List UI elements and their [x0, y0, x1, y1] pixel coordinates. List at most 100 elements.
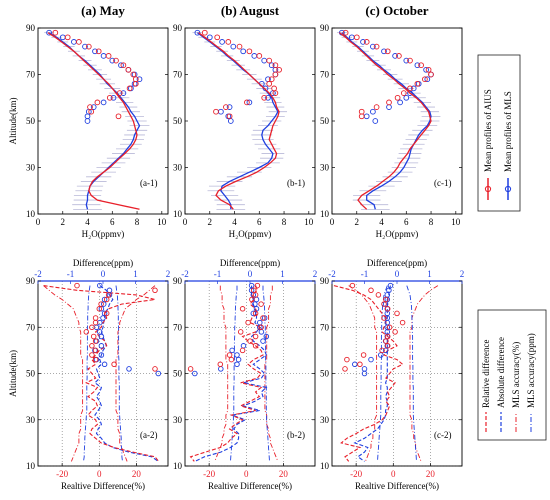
legend-rel-label: Relative difference — [481, 339, 491, 408]
absolute-difference-point — [248, 287, 255, 294]
series-aius-point — [225, 39, 232, 45]
absolute-difference-point — [155, 370, 162, 377]
series-mls-line — [197, 32, 279, 210]
series-mls-point — [71, 39, 77, 45]
relative-difference-point — [187, 366, 194, 372]
series-aius-point — [246, 48, 253, 55]
series-absolute-difference — [353, 285, 392, 462]
series-aius-point — [268, 76, 275, 83]
y-tick-label: 70 — [26, 322, 36, 332]
series-aius-point — [64, 34, 71, 41]
panel-c-1: 10 30 50 70 90 0 2 4 6 8 10 (c) October H₂O(ppmv) (c-… — [320, 3, 463, 239]
relative-difference-point — [344, 356, 350, 363]
series-aius-point — [373, 104, 380, 110]
x-tick-label: -20 — [56, 469, 68, 479]
series-aius-point — [422, 76, 428, 83]
series-mls-line — [341, 32, 432, 210]
series-aius-point — [116, 90, 123, 96]
absolute-difference-point — [253, 296, 260, 303]
series-aius-point — [386, 99, 392, 106]
series-aius-point — [126, 85, 133, 92]
series-aius-point — [115, 113, 122, 120]
absolute-difference-point — [98, 333, 105, 340]
series-aius-point — [94, 99, 101, 106]
absolute-difference-point — [229, 347, 235, 354]
panel-b-2: 10 30 50 70 90 -20 0 20 -2 -1 0 1 2 Realtive Differen… — [173, 258, 317, 491]
series-aius-point — [396, 53, 402, 59]
series-relative-difference — [189, 285, 264, 462]
relative-difference-point — [92, 356, 99, 363]
relative-difference-point — [89, 352, 95, 358]
relative-difference-point — [103, 296, 110, 303]
relative-difference-point — [386, 324, 393, 331]
relative-difference-point — [383, 338, 389, 344]
x-tick-label: 0 — [183, 217, 188, 227]
absolute-difference-point — [101, 310, 108, 317]
series-aius-point — [106, 94, 113, 101]
y-tick-label: 50 — [320, 369, 330, 379]
relative-difference-point — [89, 343, 95, 349]
x-tick-label: 10 — [304, 217, 314, 227]
x-tick-label: 20 — [279, 469, 289, 479]
series-mls-point — [423, 66, 429, 73]
series-mls-point — [90, 104, 97, 110]
x-tick-label: 10 — [451, 217, 461, 227]
x2-tick-label: -1 — [67, 269, 75, 279]
x2-axis-label: Difference(ppm) — [367, 258, 427, 268]
x2-tick-label: -2 — [328, 269, 336, 279]
series-mls-accuracy-pct-left — [214, 285, 229, 462]
series-mls-line — [48, 32, 141, 210]
x-axis-label: Realtive Difference(%) — [61, 481, 145, 491]
absolute-difference-point — [368, 356, 374, 363]
x-tick-label: 2 — [61, 217, 66, 227]
panel-id-label: (b-2) — [287, 430, 305, 440]
series-aius-point — [256, 53, 263, 59]
y-tick-label: 50 — [26, 116, 36, 126]
y-tick-label: 30 — [173, 163, 183, 173]
absolute-difference-point — [97, 329, 103, 335]
relative-difference-point — [252, 292, 259, 298]
series-mls-accuracy-ppm-left — [377, 285, 388, 462]
series-aius-point — [407, 85, 413, 92]
series-mls-point — [84, 118, 91, 124]
absolute-difference-point — [361, 370, 368, 377]
x-tick-label: 2 — [355, 217, 360, 227]
series-aius-point — [52, 29, 59, 36]
y-tick-label: 70 — [26, 70, 36, 80]
series-aius-point — [130, 71, 137, 78]
series-aius-point — [76, 39, 82, 45]
x-tick-label: -20 — [203, 469, 215, 479]
x-tick-label: 10 — [157, 217, 167, 227]
relative-difference-point — [228, 356, 235, 363]
absolute-difference-point — [192, 370, 198, 377]
series-aius-point — [353, 34, 360, 41]
relative-difference-point — [252, 310, 259, 317]
series-aius-line — [198, 32, 280, 210]
x-tick-label: 20 — [132, 469, 142, 479]
relative-difference-point — [384, 333, 391, 340]
series-mls-point — [46, 29, 52, 36]
absolute-difference-point — [235, 356, 242, 363]
series-mls-point — [240, 48, 247, 55]
relative-difference-point — [384, 306, 391, 312]
x2-tick-label: 2 — [313, 269, 318, 279]
series-aius-point — [244, 99, 250, 106]
series-aius-point — [266, 57, 273, 64]
series-mls-point — [136, 76, 143, 83]
absolute-difference-point — [98, 343, 105, 349]
series-mls-point — [363, 113, 370, 120]
series-aius-point — [125, 66, 132, 73]
absolute-difference-point — [263, 333, 270, 340]
legend-top: Mean profiles of AIUS Mean profiles of M… — [477, 54, 521, 212]
series-aius-line — [339, 32, 432, 210]
relative-difference-point — [360, 352, 367, 358]
relative-difference-point — [152, 366, 158, 372]
series-aius-point — [113, 57, 119, 64]
series-mls-point — [414, 62, 421, 69]
x-axis-label: H₂O(ppmv) — [82, 229, 125, 239]
panel-id-label: (c-1) — [434, 178, 452, 188]
y-tick-label: 30 — [173, 415, 183, 425]
series-mls-point — [100, 99, 107, 106]
